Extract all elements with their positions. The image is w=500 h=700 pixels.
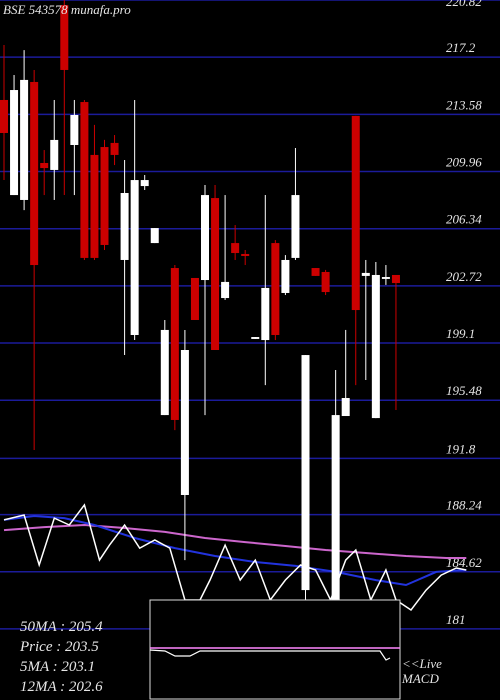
candle-body xyxy=(311,268,320,276)
candle-body xyxy=(170,268,179,420)
candles xyxy=(0,0,400,601)
candle-body xyxy=(381,277,390,279)
candle-body xyxy=(241,253,250,257)
candle-body xyxy=(331,415,340,601)
macd-label: <<Live xyxy=(402,656,442,671)
y-tick-label: 213.58 xyxy=(446,97,482,112)
candle-body xyxy=(201,195,209,281)
info-text: Price : 203.5 xyxy=(19,639,99,655)
overlay-line xyxy=(3,523,467,559)
candle-body xyxy=(321,271,330,293)
candle-body xyxy=(190,277,199,320)
candle-body xyxy=(180,350,189,495)
candle-body xyxy=(361,272,370,276)
candle-body xyxy=(30,81,39,266)
candle-body xyxy=(50,139,59,170)
info-text: 50MA : 205.4 xyxy=(20,619,103,635)
overlay-line xyxy=(3,514,467,587)
candle-body xyxy=(70,114,79,145)
y-tick-label: 195.48 xyxy=(446,383,482,398)
candle-body xyxy=(120,193,129,260)
candle-body xyxy=(281,259,290,293)
y-tick-label: 209.96 xyxy=(446,155,482,170)
y-tick-label: 188.24 xyxy=(446,498,482,513)
macd-panel xyxy=(149,599,401,700)
candle-body xyxy=(371,274,380,419)
candle-body xyxy=(391,274,400,284)
candle-body xyxy=(60,5,69,70)
info-text: 12MA : 202.6 xyxy=(20,679,103,695)
y-tick-label: 220.82 xyxy=(446,0,482,9)
candle-body xyxy=(150,228,159,244)
candle-body xyxy=(261,287,270,341)
chart-title: BSE 543578 munafa.pro xyxy=(3,2,131,17)
y-tick-label: 202.72 xyxy=(446,269,482,284)
candle-body xyxy=(0,99,8,133)
y-tick-label: 199.1 xyxy=(446,326,475,341)
candle-body xyxy=(231,243,240,254)
macd-label: MACD xyxy=(401,671,439,686)
candle-body xyxy=(251,337,260,339)
candle-body xyxy=(110,142,119,155)
candle-body xyxy=(80,102,89,258)
candle-body xyxy=(271,243,280,335)
grid: 220.82 217.2 213.58 209.96 206.34 202.72 199.1… xyxy=(0,0,500,630)
candle-body xyxy=(130,180,139,335)
candle-body xyxy=(341,398,350,417)
candle-body xyxy=(100,147,109,245)
candle-body xyxy=(10,90,19,196)
overlays xyxy=(3,503,467,612)
info-box: 50MA : 205.4 Price : 203.5 5MA : 203.1 12MA… xyxy=(19,619,103,695)
candle-body xyxy=(211,198,220,350)
candle-body xyxy=(291,195,300,258)
candle-body xyxy=(20,79,29,200)
candle-body xyxy=(301,355,310,591)
y-tick-label: 191.8 xyxy=(446,441,476,456)
candle-body xyxy=(221,281,230,299)
info-text: 5MA : 203.1 xyxy=(20,659,95,675)
y-tick-label: 206.34 xyxy=(446,212,482,227)
overlay-line xyxy=(3,503,467,612)
macd-line xyxy=(149,649,391,661)
candle-body xyxy=(40,162,49,169)
candle-body xyxy=(351,115,360,311)
candle-body xyxy=(90,154,99,258)
candle-body xyxy=(140,180,149,187)
y-tick-label: 217.2 xyxy=(446,40,476,55)
candle-body xyxy=(160,329,169,416)
y-tick-label: 181 xyxy=(446,612,466,627)
